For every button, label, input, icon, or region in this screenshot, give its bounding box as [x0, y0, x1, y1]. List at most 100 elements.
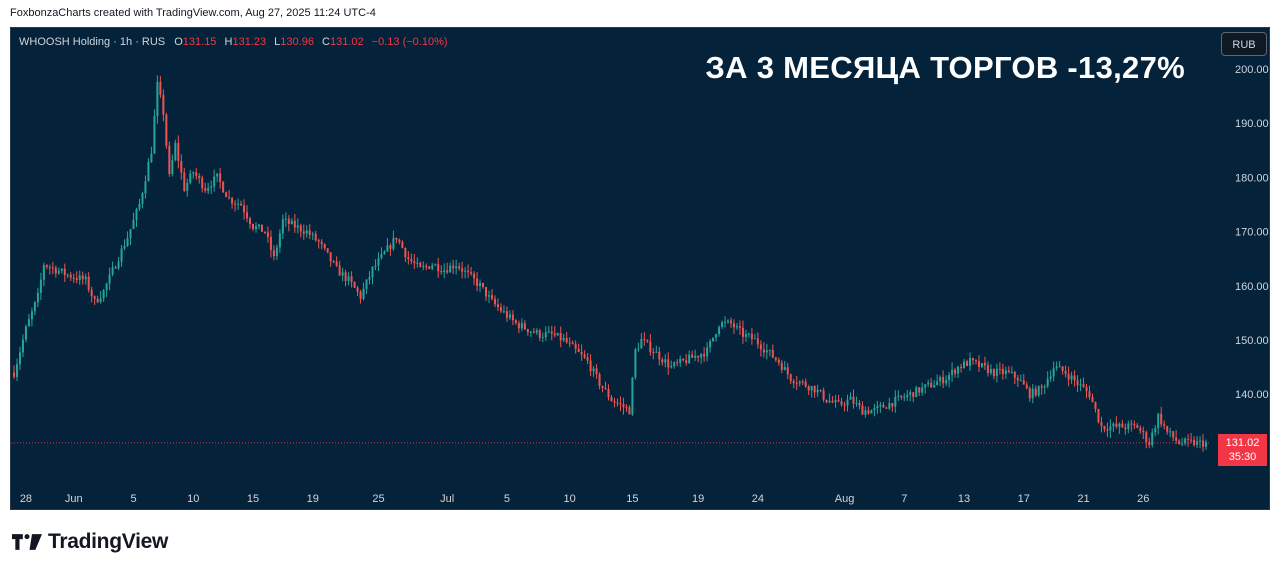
candle-body [296, 225, 299, 228]
candle-body [45, 265, 48, 267]
candle-body [927, 382, 930, 385]
candle-body [1073, 375, 1076, 381]
candle-body [918, 387, 921, 393]
candle-body [1136, 425, 1139, 429]
candle-body [1010, 371, 1013, 373]
candle-body [491, 295, 493, 299]
candle-body [640, 338, 643, 349]
candle-body [658, 351, 661, 360]
candle-body [514, 320, 517, 324]
candle-body [150, 153, 153, 162]
legend-change: −0.13 (−0.10%) [371, 36, 448, 48]
candle-body [897, 395, 900, 397]
candle-body [508, 314, 511, 318]
candle-body [556, 332, 559, 336]
x-tick-label: 19 [692, 493, 704, 505]
candle-body [1058, 366, 1061, 368]
candle-body [744, 334, 747, 337]
candle-body [568, 342, 571, 344]
candle-body [443, 270, 446, 273]
candle-body [496, 304, 499, 308]
candle-body [1097, 409, 1100, 423]
candle-body [974, 360, 977, 362]
candle-body [213, 176, 216, 187]
bar-countdown: 35:30 [1228, 451, 1257, 463]
candle-body [535, 330, 538, 333]
candle-body [464, 270, 467, 272]
candle-body [1163, 424, 1166, 426]
candle-body [983, 363, 986, 366]
candle-body [87, 276, 90, 290]
candle-body [359, 291, 362, 299]
candle-body [986, 365, 989, 374]
candle-body [231, 198, 234, 204]
candle-body [81, 275, 84, 280]
candle-body [969, 358, 971, 366]
candle-body [317, 240, 320, 242]
currency-button[interactable]: RUB [1221, 32, 1267, 56]
y-tick-label: 200.00 [1235, 64, 1269, 76]
candle-body [903, 397, 906, 399]
candle-body [225, 192, 228, 198]
candle-body [1148, 442, 1151, 446]
candle-body [323, 244, 326, 249]
candle-body [807, 386, 810, 391]
candle-body [305, 230, 308, 234]
candle-body [428, 266, 431, 269]
candle-body [661, 359, 664, 363]
candle-body [72, 277, 75, 279]
candle-body [302, 231, 305, 234]
x-tick-label: 21 [1077, 493, 1089, 505]
chart-panel[interactable]: 200.00 190.00 180.00 170.00 160.00 150.00 140.… [10, 27, 1270, 510]
candle-body [422, 266, 425, 268]
candle-body [792, 381, 795, 384]
candle-body [102, 290, 105, 299]
candle-body [440, 271, 443, 273]
tradingview-logo-text: TradingView [48, 530, 169, 553]
candle-body [338, 265, 341, 276]
tradingview-logo[interactable]: TradingView [12, 530, 168, 554]
candle-body [183, 172, 186, 191]
candle-body [222, 181, 225, 193]
candle-body [1205, 442, 1208, 447]
candle-body [834, 400, 837, 403]
candle-body [165, 114, 168, 146]
candle-body [499, 307, 502, 312]
candle-body [260, 224, 263, 232]
candle-body [771, 349, 774, 358]
candle-body [1049, 376, 1052, 379]
candle-body [1001, 368, 1004, 374]
candle-body [54, 267, 57, 274]
candle-body [1124, 427, 1127, 430]
legend-high: 131.23 [232, 36, 267, 48]
legend-open: 131.15 [182, 36, 217, 48]
candle-body [894, 396, 897, 407]
candle-body [730, 320, 732, 324]
price-chart[interactable]: 200.00 190.00 180.00 170.00 160.00 150.00 140.… [11, 28, 1270, 510]
candle-body [269, 236, 272, 251]
candle-body [275, 247, 278, 257]
candle-body [467, 270, 470, 273]
candle-body [1052, 368, 1055, 377]
candle-body [1019, 380, 1022, 382]
candle-body [108, 274, 111, 284]
candle-body [488, 295, 491, 297]
candle-body [813, 386, 816, 393]
candle-body [589, 360, 592, 372]
candle-body [759, 344, 762, 350]
candle-body [1085, 387, 1088, 392]
candle-body [416, 262, 419, 264]
candle-body [882, 404, 885, 408]
candle-body [998, 368, 1001, 370]
candle-body [246, 212, 249, 219]
candle-body [1109, 426, 1112, 431]
y-tick-label: 190.00 [1235, 118, 1269, 130]
candle-body [942, 377, 945, 384]
candle-body [287, 218, 290, 225]
candle-body [977, 361, 980, 367]
candle-body [954, 369, 957, 374]
candle-body [685, 360, 688, 364]
x-tick-label: Aug [835, 493, 855, 505]
candle-body [550, 331, 553, 334]
candle-body [1166, 425, 1169, 432]
